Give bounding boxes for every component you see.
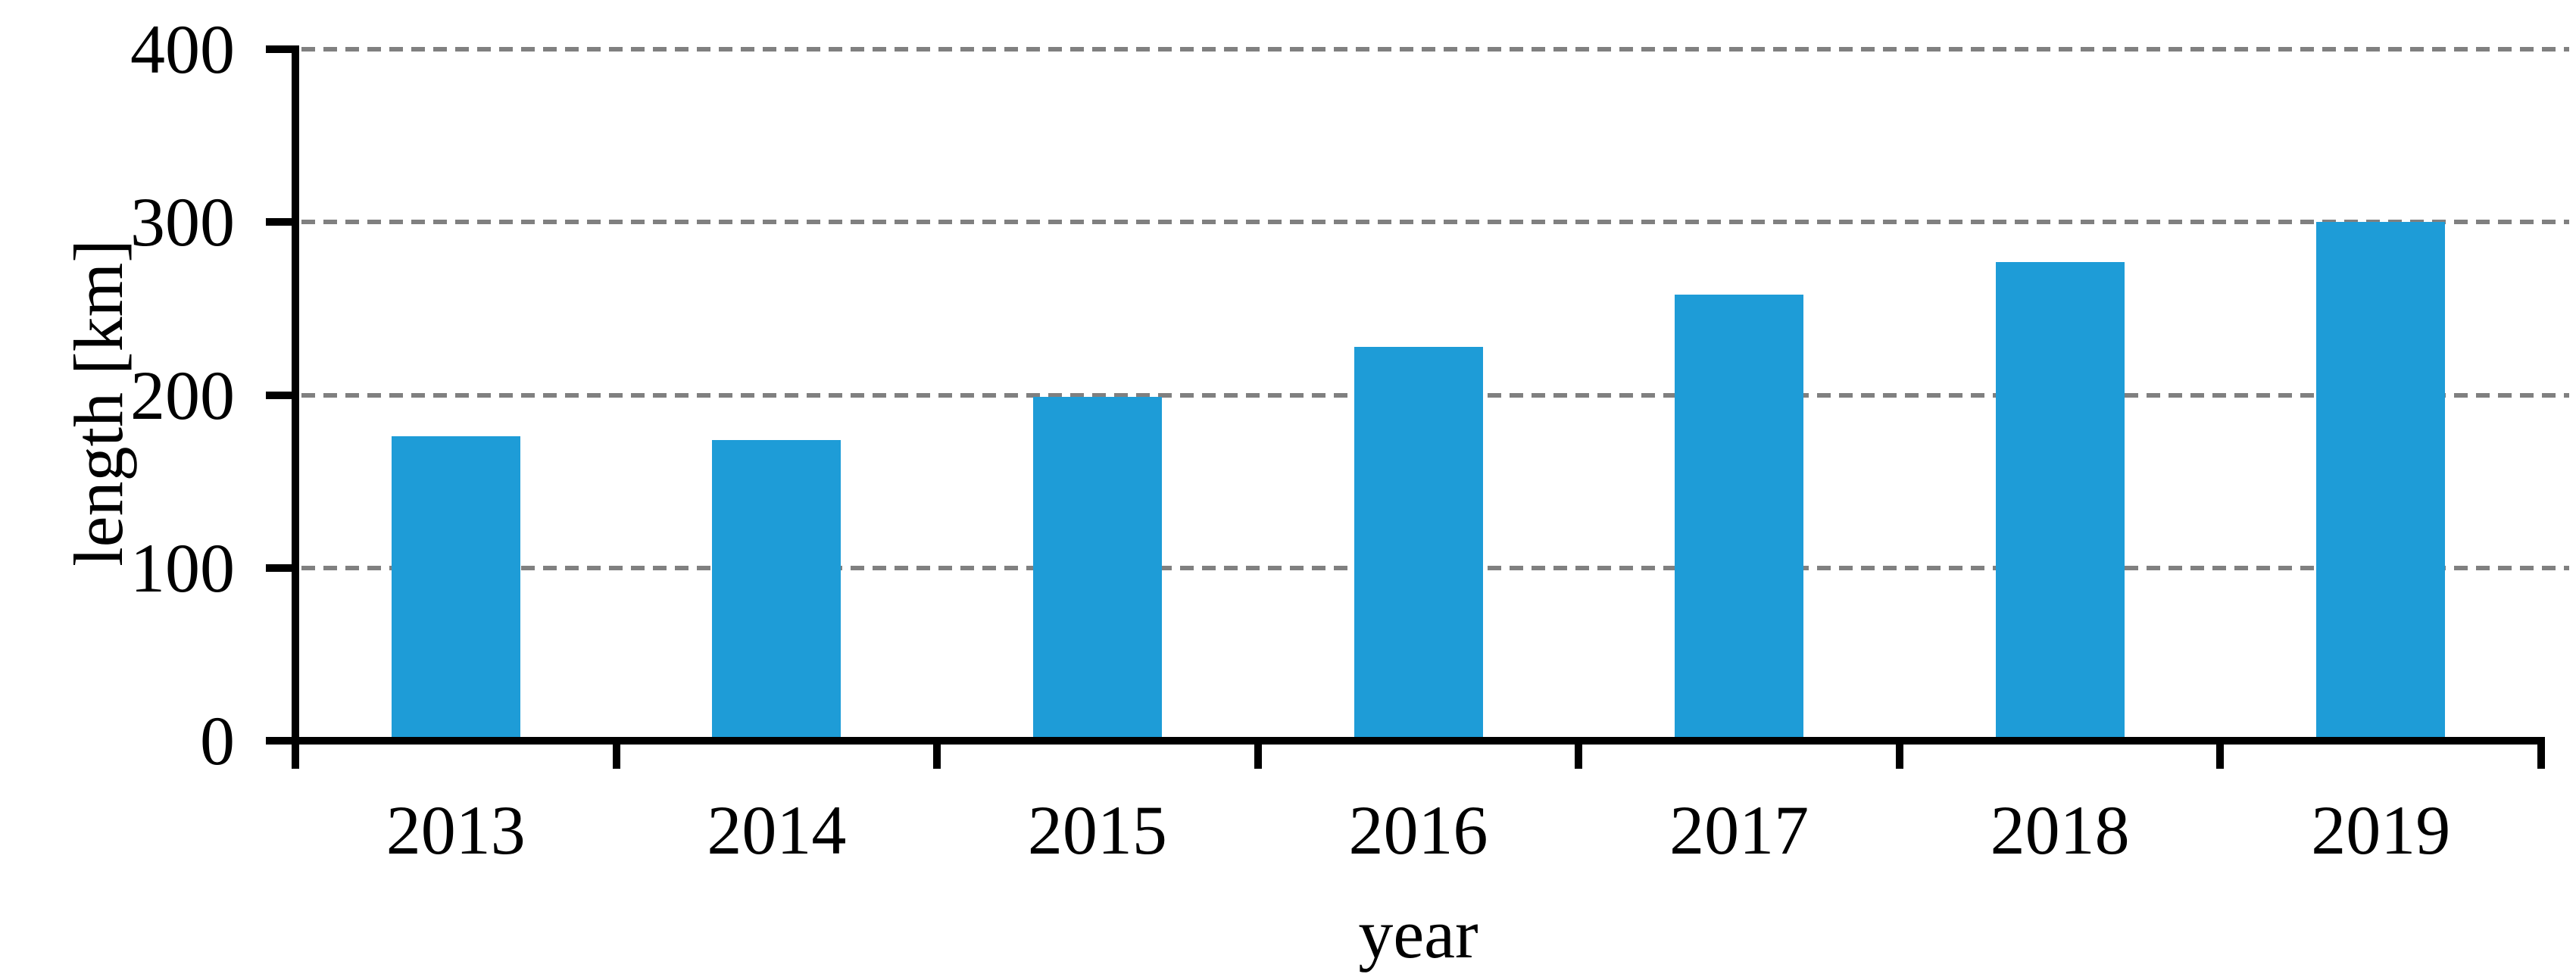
x-axis-tick-5 (1895, 737, 1903, 769)
y-axis-tick-300 (266, 218, 299, 226)
bar-2018 (1995, 261, 2125, 742)
bar-2013 (391, 436, 520, 742)
y-tick-label-100: 100 (130, 529, 235, 607)
x-tick-label-2013: 2013 (386, 791, 526, 869)
gridline-400 (301, 47, 2569, 52)
gridline-300 (301, 220, 2569, 225)
x-axis-line (292, 737, 2545, 745)
x-axis-tick-1 (612, 737, 620, 769)
x-tick-label-2018: 2018 (1990, 791, 2130, 869)
bar-2017 (1675, 295, 1804, 742)
x-axis-tick-7 (2537, 737, 2545, 769)
bar-2019 (2316, 222, 2446, 742)
x-tick-label-2015: 2015 (1027, 791, 1167, 869)
y-tick-label-200: 200 (130, 356, 235, 434)
y-tick-label-400: 400 (130, 11, 235, 88)
x-tick-label-2016: 2016 (1348, 791, 1488, 869)
x-axis-tick-4 (1575, 737, 1583, 769)
bar-2014 (712, 439, 841, 742)
y-axis-tick-100 (266, 563, 299, 572)
y-axis-tick-0 (266, 737, 299, 745)
x-tick-label-2019: 2019 (2311, 791, 2451, 869)
x-axis-tick-2 (933, 737, 941, 769)
y-tick-label-0: 0 (200, 702, 235, 779)
y-axis-title: length [km] (60, 239, 137, 567)
bar-2016 (1354, 346, 1483, 742)
y-tick-label-300: 300 (130, 183, 235, 261)
bar-2015 (1032, 396, 1162, 742)
y-axis-tick-400 (266, 45, 299, 53)
y-axis-tick-200 (266, 391, 299, 399)
x-axis-title: year (1358, 895, 1478, 972)
x-tick-label-2017: 2017 (1669, 791, 1809, 869)
x-axis-tick-0 (292, 737, 299, 769)
x-tick-label-2014: 2014 (707, 791, 847, 869)
x-axis-tick-3 (1254, 737, 1262, 769)
x-axis-tick-6 (2216, 737, 2225, 769)
